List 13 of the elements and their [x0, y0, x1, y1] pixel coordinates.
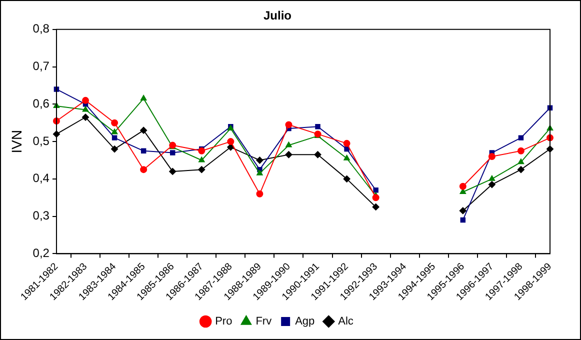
y-tick-label: 0,7: [32, 59, 50, 74]
y-axis-title: IVN: [8, 130, 24, 154]
legend-label: Pro: [215, 316, 232, 328]
legend-label: Agp: [295, 316, 315, 328]
y-tick-label: 0,3: [32, 208, 50, 223]
y-tick-label: 0,6: [32, 96, 50, 110]
y-tick-label: 0,2: [32, 246, 50, 260]
y-tick-label: 0,4: [32, 171, 50, 186]
y-tick-label: 0,5: [32, 134, 50, 148]
chart-title: Julio: [263, 8, 292, 23]
legend-label: Frv: [256, 316, 272, 328]
y-tick-label: 0,8: [32, 22, 50, 36]
legend-label: Alc: [338, 316, 354, 328]
